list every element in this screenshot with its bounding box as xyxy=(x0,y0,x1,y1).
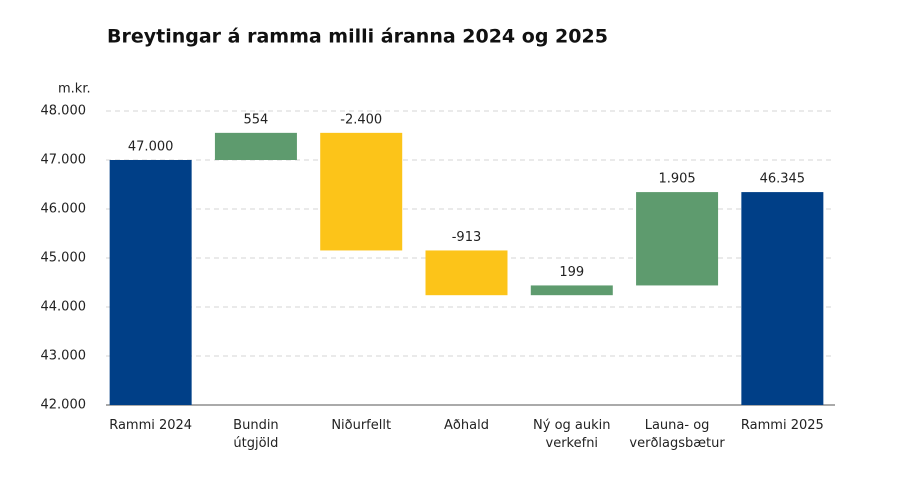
y-tick-label: 46.000 xyxy=(41,202,87,217)
x-tick-label-line: Launa- og xyxy=(645,418,710,433)
x-tick-label: Ný og aukin verkefni xyxy=(533,418,610,451)
y-tick-label: 42.000 xyxy=(41,398,87,413)
x-tick-label-line: Rammi 2025 xyxy=(741,418,824,433)
value-label: 1.905 xyxy=(658,172,695,187)
y-tick-label: 44.000 xyxy=(41,300,87,315)
x-tick-label: Bundin útgjöld xyxy=(233,418,279,451)
value-label: 554 xyxy=(244,112,269,127)
x-tick-label-line: verðlagsbætur xyxy=(629,436,725,451)
x-tick-label-line: Rammi 2024 xyxy=(109,418,192,433)
x-tick-label-line: Bundin xyxy=(233,418,279,433)
value-label: 46.345 xyxy=(760,172,806,187)
x-tick-label-line: verkefni xyxy=(546,436,599,451)
x-tick-label-line: Aðhald xyxy=(444,418,489,433)
y-tick-label: 47.000 xyxy=(41,153,87,168)
x-tick-label-line: Niðurfellt xyxy=(331,418,391,433)
value-label: 199 xyxy=(559,265,584,280)
y-tick-label: 48.000 xyxy=(41,104,87,119)
y-tick-label: 43.000 xyxy=(41,349,87,364)
value-label: -2.400 xyxy=(340,112,382,127)
x-tick-label: Aðhald xyxy=(444,418,489,433)
y-unit-label: m.kr. xyxy=(58,82,91,97)
bar xyxy=(109,160,192,405)
x-tick-label: Launa- og verðlagsbætur xyxy=(629,418,725,451)
x-tick-label-line: útgjöld xyxy=(233,436,278,451)
x-tick-label-line: Ný og aukin xyxy=(533,418,610,433)
chart-title: Breytingar á ramma milli áranna 2024 og … xyxy=(107,26,608,48)
bar xyxy=(530,285,613,296)
y-tick-label: 45.000 xyxy=(41,251,87,266)
x-tick-label: Rammi 2024 xyxy=(109,418,192,433)
value-label: 47.000 xyxy=(128,140,174,155)
bar xyxy=(741,192,824,405)
x-tick-label: Niðurfellt xyxy=(331,418,391,433)
bar xyxy=(636,192,719,286)
bar xyxy=(320,132,403,251)
value-label: -913 xyxy=(452,230,482,245)
bar xyxy=(425,250,508,296)
bar xyxy=(214,132,297,160)
x-tick-label: Rammi 2025 xyxy=(741,418,824,433)
